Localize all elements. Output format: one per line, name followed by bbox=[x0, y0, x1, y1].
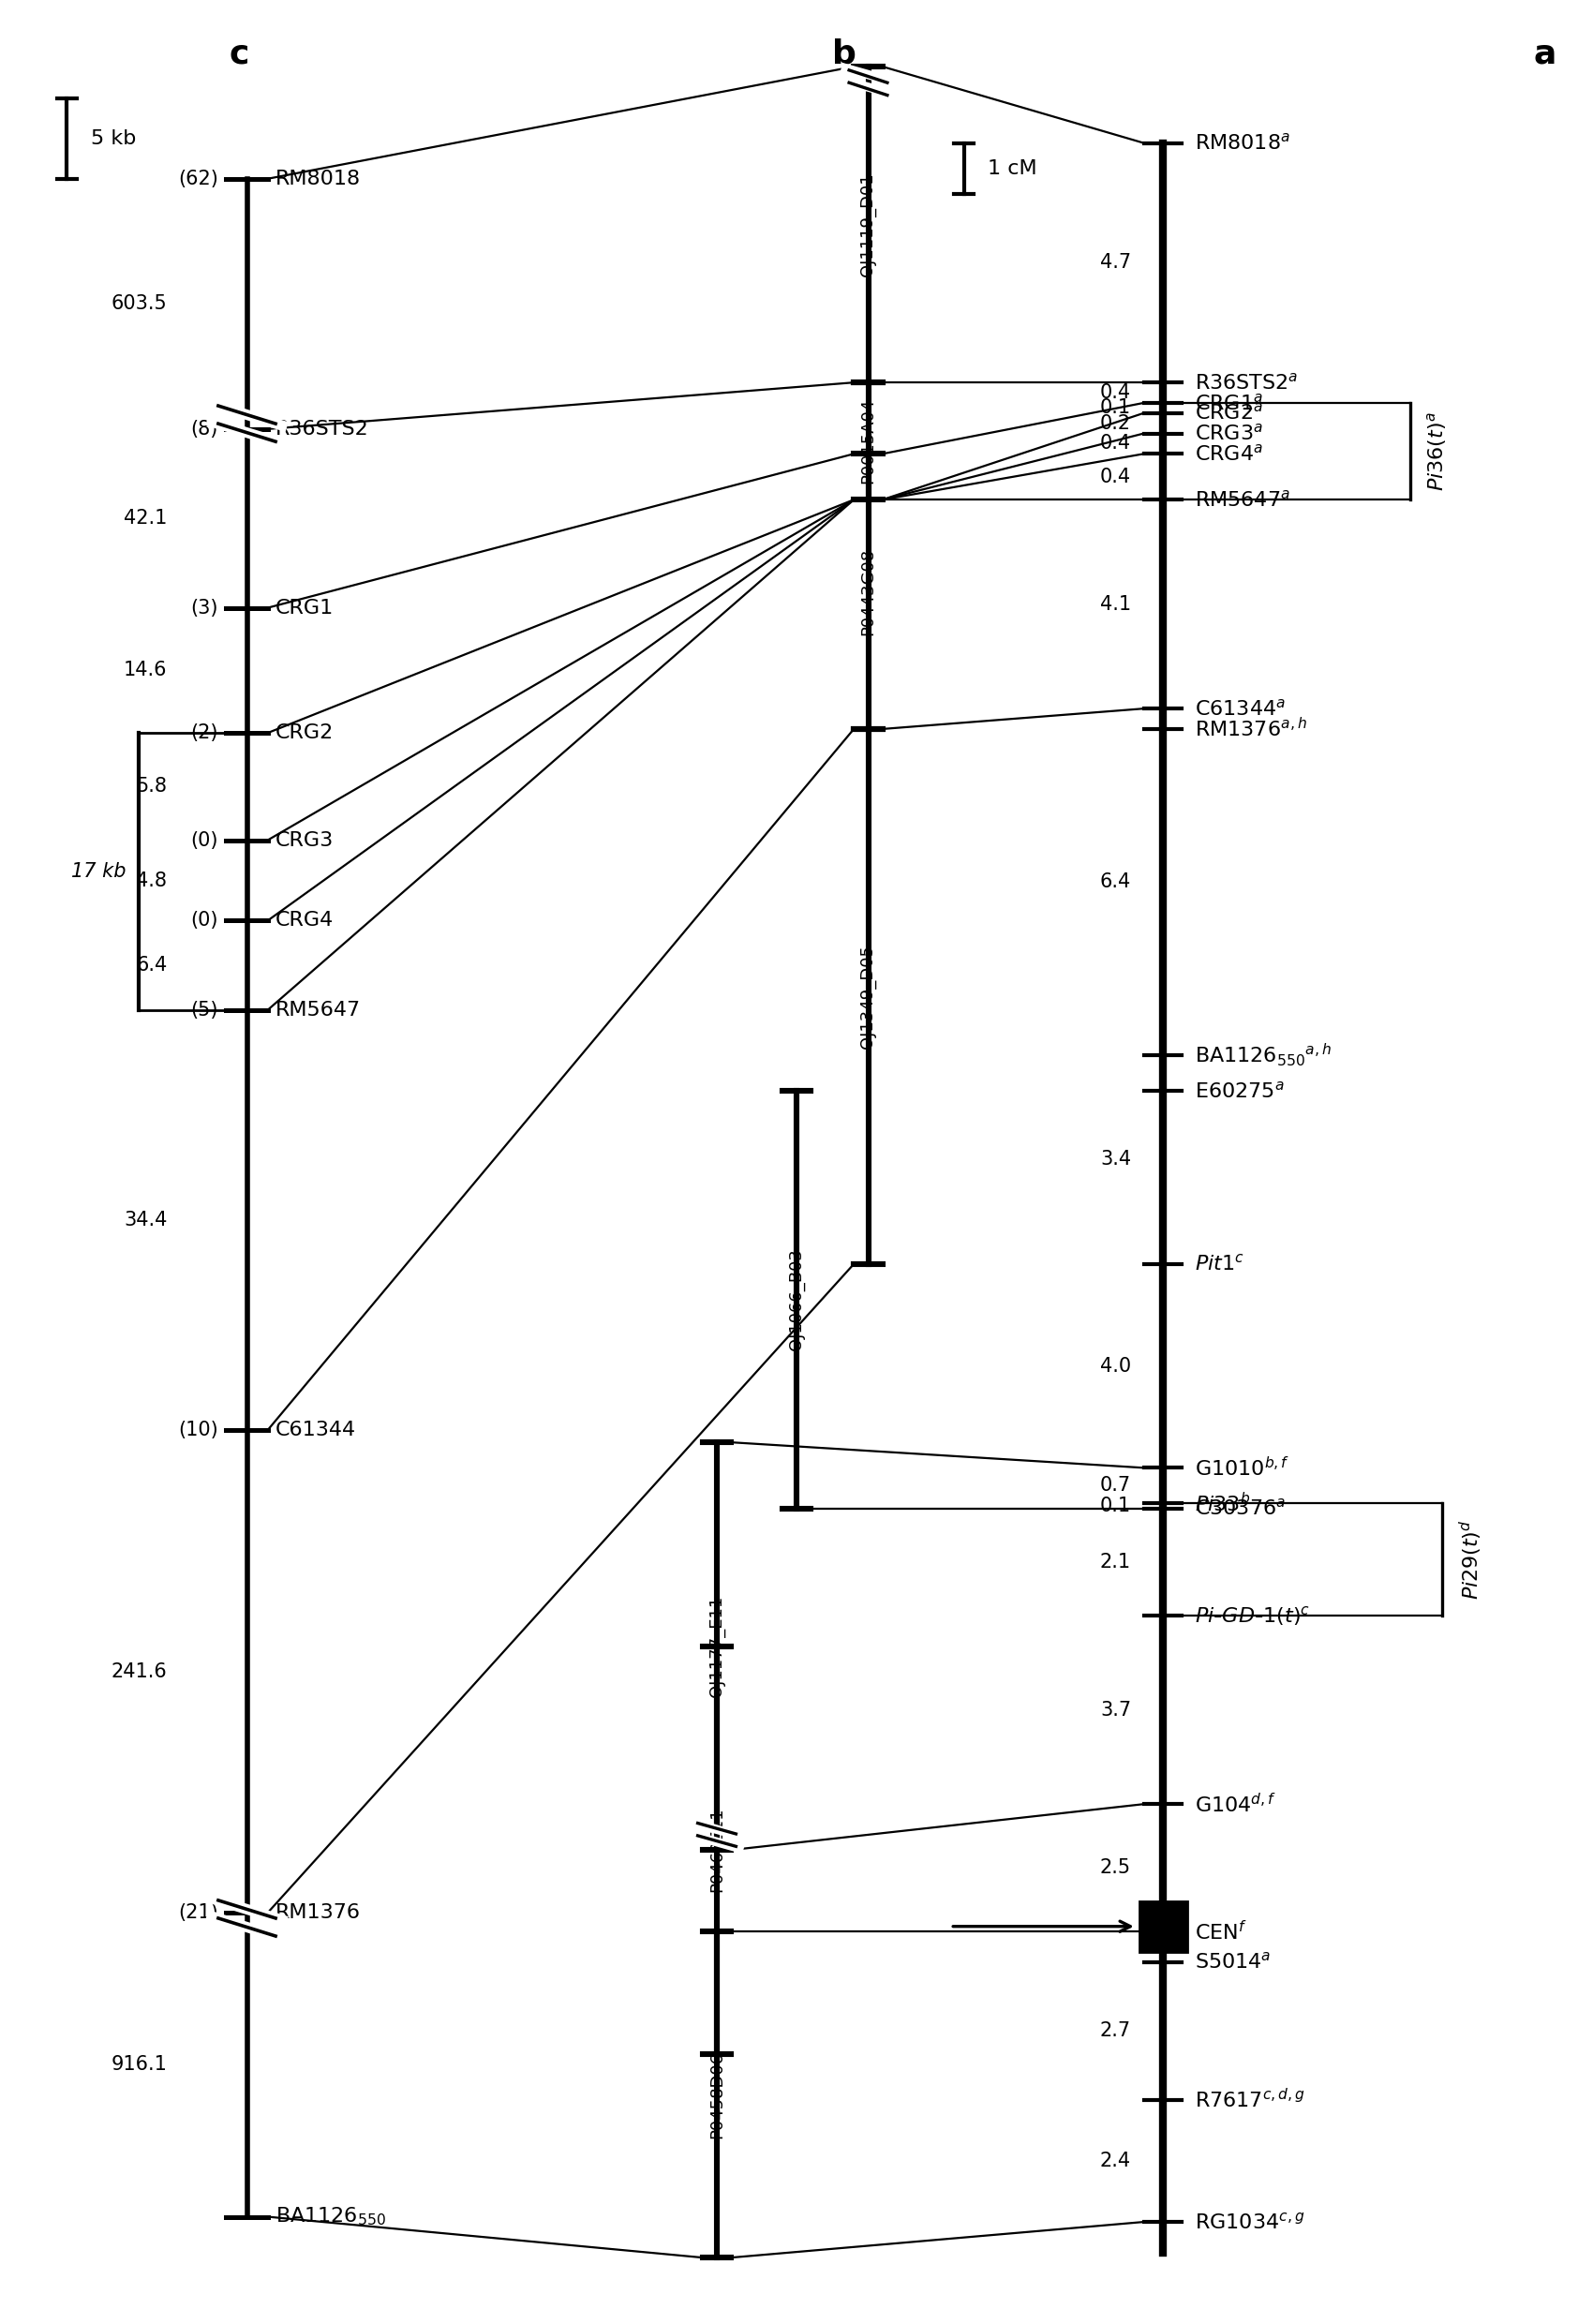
Text: CRG4: CRG4 bbox=[276, 911, 335, 930]
Text: P0458D06: P0458D06 bbox=[709, 2052, 725, 2138]
Text: 0.4: 0.4 bbox=[1101, 383, 1131, 402]
Text: OJ1349_D05: OJ1349_D05 bbox=[860, 944, 876, 1048]
Text: CRG1$^a$: CRG1$^a$ bbox=[1195, 393, 1263, 414]
Text: 4.0: 4.0 bbox=[1101, 1357, 1131, 1376]
Text: BA1126$_{550}$: BA1126$_{550}$ bbox=[276, 2205, 386, 2229]
Text: 6.4: 6.4 bbox=[135, 955, 167, 974]
Text: $Pi$-$GD$-$1(t)^c$: $Pi$-$GD$-$1(t)^c$ bbox=[1195, 1604, 1309, 1627]
Text: 14.6: 14.6 bbox=[124, 660, 167, 679]
Text: 0.2: 0.2 bbox=[1101, 414, 1131, 432]
Text: G104$^{d, f}$: G104$^{d, f}$ bbox=[1195, 1792, 1276, 1815]
Text: BA1126$_{550}$$^{a, h}$: BA1126$_{550}$$^{a, h}$ bbox=[1195, 1041, 1332, 1069]
Text: 1 cM: 1 cM bbox=[988, 158, 1037, 179]
Text: CRG3: CRG3 bbox=[276, 832, 335, 851]
Text: (62): (62) bbox=[178, 170, 218, 188]
Text: 3.7: 3.7 bbox=[1101, 1701, 1131, 1720]
Text: R36STS2$^a$: R36STS2$^a$ bbox=[1195, 372, 1298, 393]
Text: P0462E11: P0462E11 bbox=[709, 1808, 725, 1892]
Text: $Pit1^c$: $Pit1^c$ bbox=[1195, 1253, 1244, 1274]
Text: (8): (8) bbox=[191, 421, 218, 439]
Text: (21): (21) bbox=[178, 1903, 218, 1922]
Text: 2.4: 2.4 bbox=[1101, 2152, 1131, 2171]
Text: (0): (0) bbox=[191, 832, 218, 851]
Bar bbox=[1139, 1901, 1187, 1952]
Text: E60275$^a$: E60275$^a$ bbox=[1195, 1081, 1284, 1102]
Text: CEN$^f$: CEN$^f$ bbox=[1195, 1920, 1247, 1943]
Text: 2.1: 2.1 bbox=[1101, 1552, 1131, 1571]
Text: 2.5: 2.5 bbox=[1101, 1859, 1131, 1878]
Text: c: c bbox=[229, 37, 249, 70]
Text: (10): (10) bbox=[178, 1420, 218, 1439]
Text: RM1376: RM1376 bbox=[276, 1903, 362, 1922]
Text: 4.1: 4.1 bbox=[1101, 595, 1131, 614]
Text: 5 kb: 5 kb bbox=[91, 130, 135, 149]
Text: CRG1: CRG1 bbox=[276, 600, 335, 618]
Text: 241.6: 241.6 bbox=[112, 1662, 167, 1680]
Text: $Pi29(t)^d$: $Pi29(t)^d$ bbox=[1458, 1520, 1485, 1599]
Text: CRG2$^a$: CRG2$^a$ bbox=[1195, 402, 1263, 423]
Text: OJ1066_B03: OJ1066_B03 bbox=[789, 1248, 804, 1350]
Text: (2): (2) bbox=[191, 723, 218, 741]
Text: 0.7: 0.7 bbox=[1101, 1476, 1131, 1494]
Text: 4.7: 4.7 bbox=[1101, 253, 1131, 272]
Text: S5014$^a$: S5014$^a$ bbox=[1195, 1952, 1271, 1973]
Text: 17 kb: 17 kb bbox=[72, 862, 126, 881]
Text: RG1034$^{c, g}$: RG1034$^{c, g}$ bbox=[1195, 2212, 1305, 2233]
Text: CRG3$^a$: CRG3$^a$ bbox=[1195, 423, 1263, 444]
Text: 2.7: 2.7 bbox=[1101, 2022, 1131, 2040]
Text: b: b bbox=[832, 37, 857, 70]
Text: 0.1: 0.1 bbox=[1101, 400, 1131, 418]
Text: OJ1119_D01: OJ1119_D01 bbox=[860, 172, 876, 277]
Text: R36STS2: R36STS2 bbox=[276, 421, 370, 439]
Text: RM8018$^a$: RM8018$^a$ bbox=[1195, 132, 1290, 153]
Text: 916.1: 916.1 bbox=[112, 2054, 167, 2073]
Text: C61344: C61344 bbox=[276, 1420, 357, 1439]
Text: CRG2: CRG2 bbox=[276, 723, 335, 741]
Text: $Pi33^b$: $Pi33^b$ bbox=[1195, 1492, 1251, 1515]
Text: 34.4: 34.4 bbox=[124, 1211, 167, 1229]
Text: 0.1: 0.1 bbox=[1101, 1497, 1131, 1515]
Text: RM5647$^a$: RM5647$^a$ bbox=[1195, 490, 1290, 509]
Text: 6.4: 6.4 bbox=[1099, 872, 1131, 890]
Text: (5): (5) bbox=[191, 1002, 218, 1020]
Text: 5.8: 5.8 bbox=[137, 776, 167, 795]
Text: (0): (0) bbox=[191, 911, 218, 930]
Text: 42.1: 42.1 bbox=[124, 509, 167, 528]
Text: 4.8: 4.8 bbox=[137, 872, 167, 890]
Text: OJ1177_E11: OJ1177_E11 bbox=[709, 1594, 725, 1697]
Text: (3): (3) bbox=[191, 600, 218, 618]
Text: RM8018: RM8018 bbox=[276, 170, 362, 188]
Text: 3.4: 3.4 bbox=[1101, 1150, 1131, 1169]
Text: C30376$^a$: C30376$^a$ bbox=[1195, 1499, 1286, 1520]
Text: G1010$^{b, f}$: G1010$^{b, f}$ bbox=[1195, 1457, 1290, 1480]
Text: CRG4$^a$: CRG4$^a$ bbox=[1195, 444, 1263, 465]
Text: $Pi36(t)^a$: $Pi36(t)^a$ bbox=[1426, 411, 1450, 490]
Text: 0.4: 0.4 bbox=[1101, 435, 1131, 453]
Text: 0.4: 0.4 bbox=[1101, 467, 1131, 486]
Text: P0443G08: P0443G08 bbox=[860, 548, 876, 634]
Text: R7617$^{c, d, g}$: R7617$^{c, d, g}$ bbox=[1195, 2087, 1305, 2113]
Text: 603.5: 603.5 bbox=[112, 295, 167, 314]
Text: RM5647: RM5647 bbox=[276, 1002, 362, 1020]
Text: C61344$^a$: C61344$^a$ bbox=[1195, 697, 1286, 718]
Text: RM1376$^{a, h}$: RM1376$^{a, h}$ bbox=[1195, 718, 1306, 741]
Text: a: a bbox=[1534, 37, 1556, 70]
Text: P0015A04: P0015A04 bbox=[860, 397, 876, 483]
